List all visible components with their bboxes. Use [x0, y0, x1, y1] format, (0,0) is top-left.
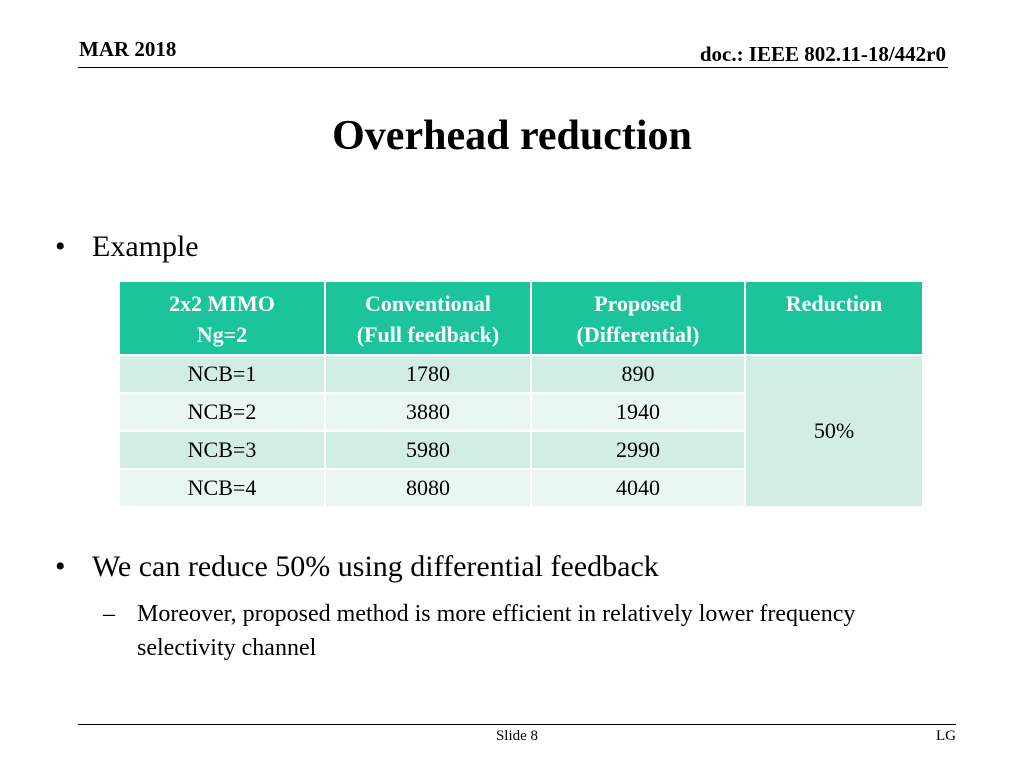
table-row: NCB=2 3880 1940 — [118, 392, 923, 432]
table-row: NCB=1 1780 890 50% — [118, 354, 924, 508]
bullet-dot-icon: • — [55, 230, 66, 263]
table-row: NCB=3 5980 2990 — [118, 430, 923, 470]
header-proposed-line2: (Differential) — [576, 322, 700, 347]
table-header-row: 2x2 MIMO Ng=2 Conventional (Full feedbac… — [118, 280, 924, 356]
header-doc-id: doc.: IEEE 802.11-18/442r0 — [699, 42, 946, 66]
cell-proposed: 2990 — [530, 430, 746, 470]
header-cell-proposed: Proposed (Differential) — [530, 280, 746, 356]
footer-divider — [78, 724, 956, 725]
cell-conventional: 8080 — [324, 468, 532, 508]
table-row: NCB=4 8080 4040 — [118, 468, 923, 508]
overhead-table: 2x2 MIMO Ng=2 Conventional (Full feedbac… — [118, 280, 924, 508]
footer-org: LG — [936, 728, 956, 744]
sub-bullet-text: Moreover, proposed method is more effici… — [137, 601, 856, 661]
header-proposed-line1: Proposed — [594, 291, 682, 316]
cell-conventional: 1780 — [324, 354, 532, 394]
header-cell-reduction: Reduction — [744, 280, 924, 356]
dash-icon: – — [103, 601, 115, 627]
cell-ncb: NCB=1 — [118, 354, 326, 394]
header-conventional-line2: (Full feedback) — [356, 322, 500, 347]
header-conventional-line1: Conventional — [365, 291, 491, 316]
cell-ncb: NCB=2 — [118, 392, 326, 432]
header-date: MAR 2018 — [79, 37, 177, 61]
header-cell-conventional: Conventional (Full feedback) — [324, 280, 532, 356]
cell-proposed: 4040 — [530, 468, 746, 508]
slide-number: Slide 8 — [495, 728, 539, 744]
header-cell-mimo: 2x2 MIMO Ng=2 — [118, 280, 326, 356]
bullet-conclusion-text: We can reduce 50% using differential fee… — [92, 550, 659, 583]
slide-title: Overhead reduction — [332, 113, 692, 159]
cell-conventional: 3880 — [324, 392, 532, 432]
cell-proposed: 890 — [530, 354, 746, 394]
header-mimo-line1: 2x2 MIMO — [169, 291, 275, 316]
cell-ncb: NCB=4 — [118, 468, 326, 508]
header-divider — [78, 67, 948, 68]
cell-ncb: NCB=3 — [118, 430, 326, 470]
cell-conventional: 5980 — [324, 430, 532, 470]
cell-reduction: 50% — [744, 354, 924, 508]
header-reduction-line1: Reduction — [785, 291, 883, 316]
header-mimo-line2: Ng=2 — [196, 322, 248, 347]
cell-proposed: 1940 — [530, 392, 746, 432]
bullet-example-text: Example — [92, 230, 199, 263]
bullet-dot-icon: • — [55, 550, 66, 583]
